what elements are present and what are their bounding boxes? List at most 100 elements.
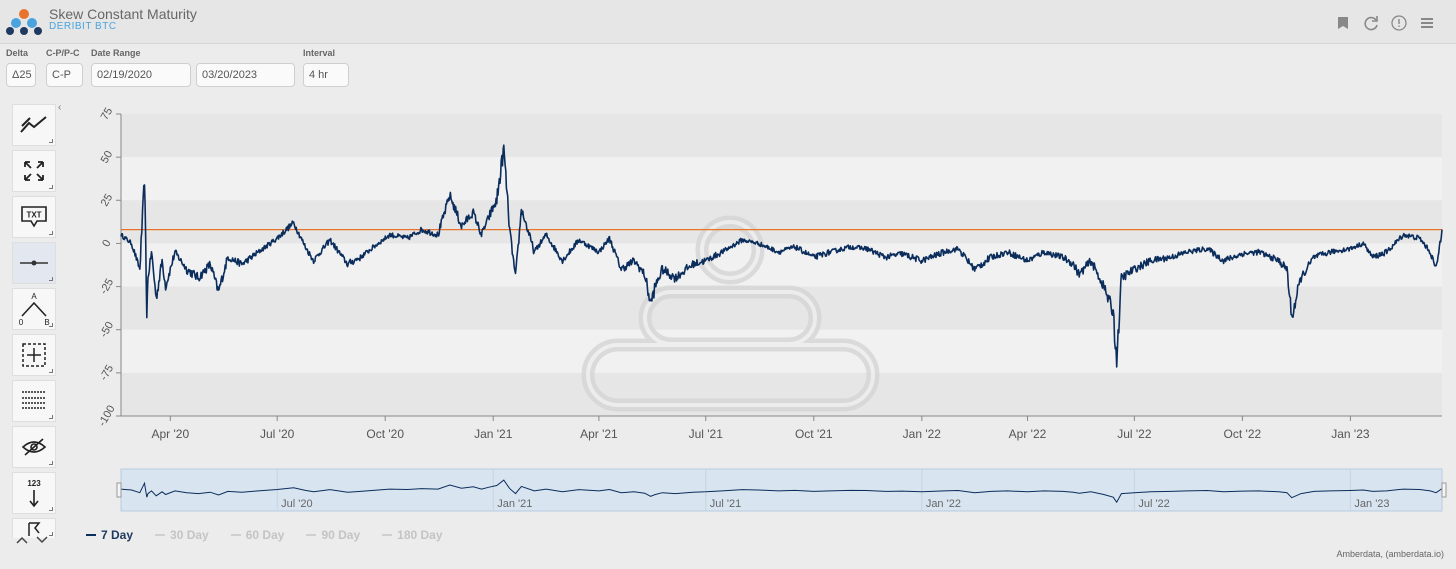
x-tick-label: Apr '20 <box>151 427 189 441</box>
abc-pattern-tool[interactable]: A 0 B <box>12 288 56 330</box>
measure-tool-label: 123 <box>27 479 41 488</box>
y-tick-label: -100 <box>96 403 117 428</box>
legend-item-7-day[interactable]: 7 Day <box>86 528 133 542</box>
plot-band <box>121 372 1442 416</box>
abc-label-0: 0 <box>19 318 24 326</box>
bookmark-icon[interactable] <box>1334 14 1352 32</box>
abc-label-a: A <box>31 292 37 301</box>
end-date-input[interactable]: 03/20/2023 <box>196 63 295 87</box>
toolbar-nav <box>16 536 48 544</box>
trend-line-tool[interactable] <box>12 104 56 146</box>
controls-bar: Delta Δ25 C-P/P-C C-P Date Range 02/19/2… <box>0 48 1456 92</box>
legend-item-180-day[interactable]: 180 Day <box>382 528 443 542</box>
x-tick-label: Jul '20 <box>260 427 295 441</box>
navigator-tick-label: Jul '22 <box>1138 498 1169 510</box>
scroll-up-icon[interactable] <box>16 536 28 544</box>
legend: 7 Day 30 Day 60 Day 90 Day 180 Day <box>86 528 443 542</box>
plot-band <box>121 200 1442 244</box>
delta-select[interactable]: Δ25 <box>6 63 36 87</box>
navigator-tick-label: Jan '23 <box>1354 498 1389 510</box>
amberdata-watermark-icon <box>581 215 880 412</box>
start-date-input[interactable]: 02/19/2020 <box>91 63 191 87</box>
navigator-tick-label: Jul '21 <box>710 498 741 510</box>
header: Skew Constant Maturity DERIBIT BTC <box>0 0 1456 44</box>
table-tool[interactable] <box>12 380 56 422</box>
amberdata-logo-icon <box>6 9 42 35</box>
y-tick-label: 75 <box>99 106 116 123</box>
legend-swatch <box>382 534 393 536</box>
x-tick-label: Jul '21 <box>689 427 724 441</box>
navigator-handle-right <box>1441 482 1447 498</box>
legend-swatch <box>86 534 96 536</box>
series-7-day <box>120 144 1443 368</box>
x-tick-label: Jan '22 <box>903 427 942 441</box>
text-tool[interactable]: TXT <box>12 196 56 238</box>
abc-label-b: B <box>44 318 49 326</box>
legend-label: 180 Day <box>397 528 443 542</box>
legend-label: 90 Day <box>321 528 361 542</box>
cp-control: C-P/P-C C-P <box>46 48 83 87</box>
measure-tool[interactable]: 123 <box>12 472 56 514</box>
navigator-tick-label: Jul '20 <box>281 498 312 510</box>
menu-icon[interactable] <box>1418 14 1436 32</box>
zoom-box-tool[interactable] <box>12 334 56 376</box>
axes: 75 50 25 0 -25 -50 -75 -100 Apr '20 Jul '20 Oct '2… <box>96 106 1442 441</box>
page-subtitle: DERIBIT BTC <box>49 21 117 32</box>
legend-swatch <box>155 534 166 536</box>
legend-item-60-day[interactable]: 60 Day <box>230 528 285 542</box>
page-title: Skew Constant Maturity <box>49 6 197 22</box>
x-tick-label: Oct '20 <box>366 427 404 441</box>
plot-band <box>121 157 1442 201</box>
navigator-tick-label: Jan '21 <box>497 498 532 510</box>
collapse-toolbar-icon[interactable]: ‹ <box>58 102 62 113</box>
plot-band <box>121 329 1442 373</box>
hide-tool[interactable] <box>12 426 56 468</box>
drawing-toolbar: TXT A 0 B 123 <box>12 104 56 538</box>
legend-swatch <box>230 534 241 536</box>
y-tick-label: 0 <box>100 238 113 249</box>
interval-label: Interval <box>303 48 336 58</box>
plot-band <box>121 286 1442 330</box>
navigator[interactable]: Jul '20 Jan '21 Jul '21 Jan '22 Jul '22 Jan '… <box>116 468 1447 512</box>
y-tick-label: -50 <box>98 320 116 340</box>
y-tick-label: -75 <box>98 363 116 383</box>
plot-band <box>121 114 1442 158</box>
x-tick-label: Oct '22 <box>1224 427 1262 441</box>
legend-item-30-day[interactable]: 30 Day <box>155 528 209 542</box>
y-tick-label: 25 <box>99 192 116 209</box>
cp-select[interactable]: C-P <box>46 63 83 87</box>
x-tick-label: Jul '22 <box>1117 427 1152 441</box>
x-tick-label: Apr '22 <box>1009 427 1047 441</box>
x-tick-label: Jan '23 <box>1331 427 1370 441</box>
fullscreen-tool[interactable] <box>12 150 56 192</box>
x-tick-label: Apr '21 <box>580 427 618 441</box>
legend-swatch <box>306 534 317 536</box>
date-range-label: Date Range <box>91 48 141 58</box>
credit-text: Amberdata, (amberdata.io) <box>1336 549 1444 559</box>
refresh-icon[interactable] <box>1362 14 1380 32</box>
info-icon[interactable] <box>1390 14 1408 32</box>
y-tick-label: 50 <box>99 149 116 166</box>
delta-control: Delta Δ25 <box>6 48 36 87</box>
legend-label: 60 Day <box>245 528 285 542</box>
interval-select[interactable]: 4 hr <box>303 63 349 87</box>
navigator-handle-left <box>116 482 122 498</box>
legend-label: 30 Day <box>170 528 209 542</box>
navigator-tick-label: Jan '22 <box>926 498 961 510</box>
cp-label: C-P/P-C <box>46 48 80 58</box>
text-tool-label: TXT <box>26 211 41 220</box>
scroll-down-icon[interactable] <box>36 536 48 544</box>
navigator-series-line <box>120 479 1443 504</box>
horizontal-line-tool[interactable] <box>12 242 56 284</box>
legend-item-90-day[interactable]: 90 Day <box>306 528 360 542</box>
y-tick-label: -25 <box>98 277 116 297</box>
x-tick-label: Oct '21 <box>795 427 833 441</box>
date-range-control: Date Range 02/19/2020 03/20/2023 <box>91 48 295 87</box>
plot-band <box>121 243 1442 287</box>
delta-label: Delta <box>6 48 29 58</box>
legend-label: 7 Day <box>101 528 134 542</box>
flag-tool[interactable] <box>12 518 56 538</box>
x-tick-label: Jan '21 <box>474 427 513 441</box>
interval-control: Interval 4 hr <box>303 48 349 87</box>
navigator-background <box>120 468 1443 512</box>
